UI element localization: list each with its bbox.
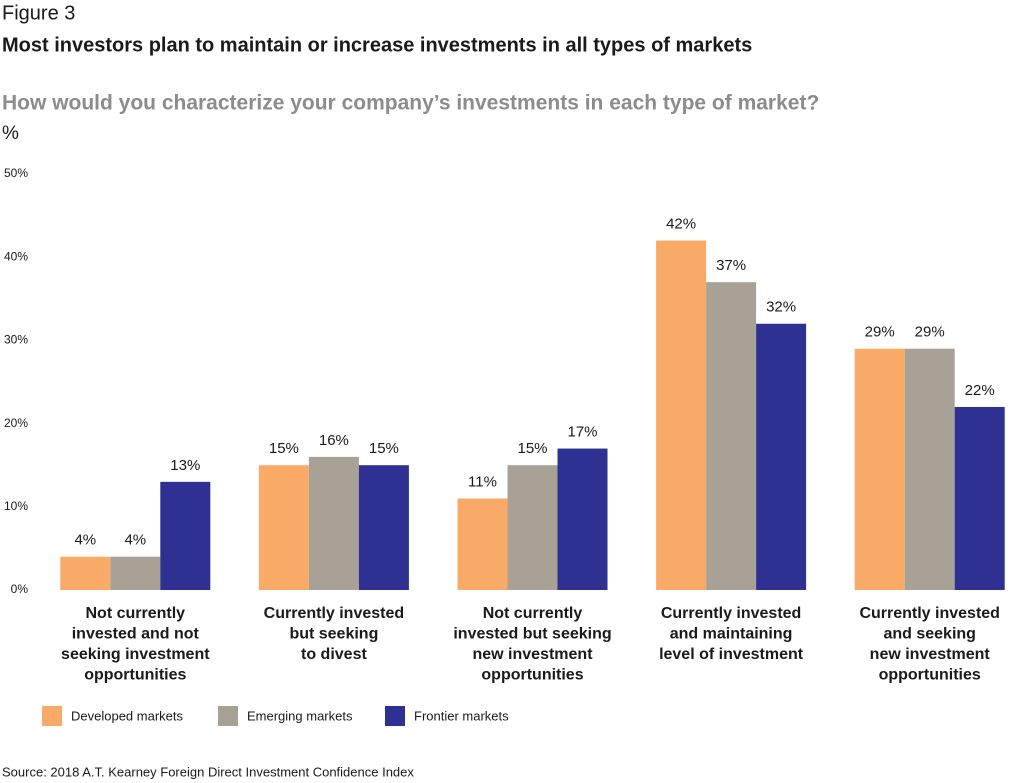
x-tick-label: Currently invested and seeking new investm… xyxy=(859,605,999,684)
x-tick-label: Currently invested and maintaining level o… xyxy=(659,605,804,663)
value-label: 42% xyxy=(666,216,696,233)
y-tick-label: 50% xyxy=(4,166,28,180)
value-label: 15% xyxy=(269,440,299,457)
bar xyxy=(457,498,508,590)
y-tick-label: 40% xyxy=(4,249,28,263)
bar xyxy=(557,448,608,590)
bar xyxy=(854,348,905,590)
bar xyxy=(954,406,1005,590)
bar xyxy=(656,240,707,590)
x-tick-label: Currently invested but seeking to divest xyxy=(264,605,404,663)
chart-subtitle: How would you characterize your company’… xyxy=(2,92,819,115)
bar xyxy=(160,481,211,590)
legend-swatch xyxy=(42,706,62,726)
legend-label: Frontier markets xyxy=(414,708,509,723)
chart-title: Most investors plan to maintain or incre… xyxy=(2,34,752,56)
legend-swatch xyxy=(385,706,405,726)
legend-label: Developed markets xyxy=(71,708,183,723)
value-label: 17% xyxy=(567,424,597,441)
value-label: 22% xyxy=(965,382,995,399)
y-tick-label: 0% xyxy=(11,582,29,596)
bar xyxy=(756,323,807,590)
legend-swatch xyxy=(218,706,238,726)
bar xyxy=(258,465,309,590)
bar xyxy=(110,556,161,590)
value-label: 11% xyxy=(468,473,497,490)
value-label: 15% xyxy=(517,440,547,457)
value-label: 4% xyxy=(124,532,146,549)
y-unit: % xyxy=(2,123,19,144)
bar xyxy=(904,348,955,590)
y-tick-label: 30% xyxy=(4,333,28,347)
bar xyxy=(358,465,409,590)
y-tick-label: 10% xyxy=(4,499,28,513)
value-label: 15% xyxy=(369,440,399,457)
value-label: 13% xyxy=(170,457,200,474)
bar xyxy=(507,465,558,590)
x-tick-label: Not currently invested and not seeking inv… xyxy=(61,605,210,684)
value-label: 32% xyxy=(766,299,796,316)
y-tick-label: 20% xyxy=(4,416,28,430)
source: Source: 2018 A.T. Kearney Foreign Direct… xyxy=(2,764,414,779)
bar xyxy=(308,456,359,590)
value-label: 29% xyxy=(915,324,945,341)
bar xyxy=(60,556,111,590)
value-label: 29% xyxy=(865,324,895,341)
legend-label: Emerging markets xyxy=(247,708,353,723)
x-tick-label: Not currently invested but seeking new inv… xyxy=(453,605,611,684)
value-label: 37% xyxy=(716,257,746,274)
bar xyxy=(706,282,757,590)
value-label: 16% xyxy=(319,432,349,449)
figure-label: Figure 3 xyxy=(2,2,75,24)
value-label: 4% xyxy=(74,532,96,549)
